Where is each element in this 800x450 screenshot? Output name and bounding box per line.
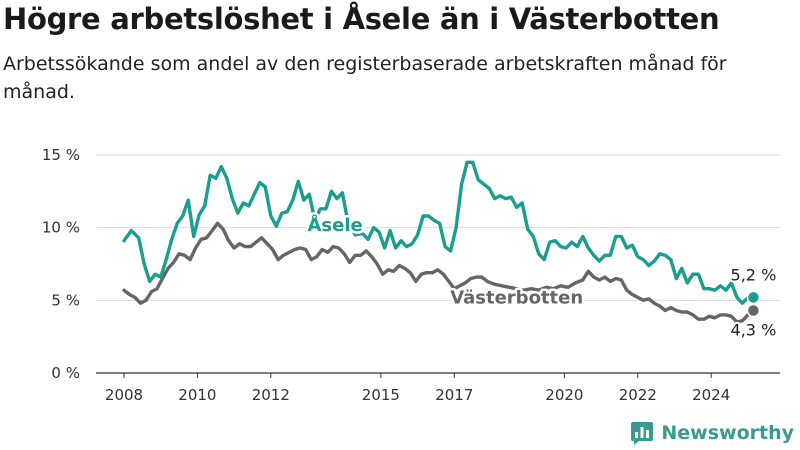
end-marker-asele [746,290,761,305]
page-subtitle: Arbetssökande som andel av den registerb… [3,53,727,103]
end-label-asele: 5,2 % [731,265,777,284]
x-tick-label: 2020 [545,386,583,404]
y-tick-label: 5 % [51,291,80,309]
gridlines: 0 % 5 % 10 % 15 % [42,146,780,382]
x-tick-label: 2008 [105,386,143,404]
x-tick-label: 2015 [362,386,400,404]
series-label-asele: Åsele [308,213,363,236]
end-label-vasterbotten: 4,3 % [731,321,777,340]
newsworthy-logo-icon [631,422,654,445]
chart-labels: 5,2 % 4,3 % Åsele Västerbotten [305,210,778,341]
x-tick-label: 2010 [178,386,216,404]
series-lines [122,160,756,324]
x-tick-label: 2012 [252,386,290,404]
x-tick-label: 2024 [692,386,730,404]
x-tick-label: 2017 [435,386,473,404]
series-line-vasterbotten [122,221,756,324]
y-tick-label: 15 % [42,146,80,164]
y-tick-label: 0 % [51,364,80,382]
page-title: Högre arbetslöshet i Åsele än i Västerbo… [3,2,720,36]
series-label-vasterbotten: Västerbotten [450,287,583,308]
y-tick-label: 10 % [42,219,80,237]
x-axis: 2008 2010 2012 2015 2017 2020 2022 2024 [105,373,730,404]
brand-logo: Newsworthy [630,421,794,445]
x-tick-label: 2022 [619,386,657,404]
end-marker-vasterbotten [746,303,761,318]
series-line-asele [122,160,756,305]
brand-name: Newsworthy [661,422,794,444]
